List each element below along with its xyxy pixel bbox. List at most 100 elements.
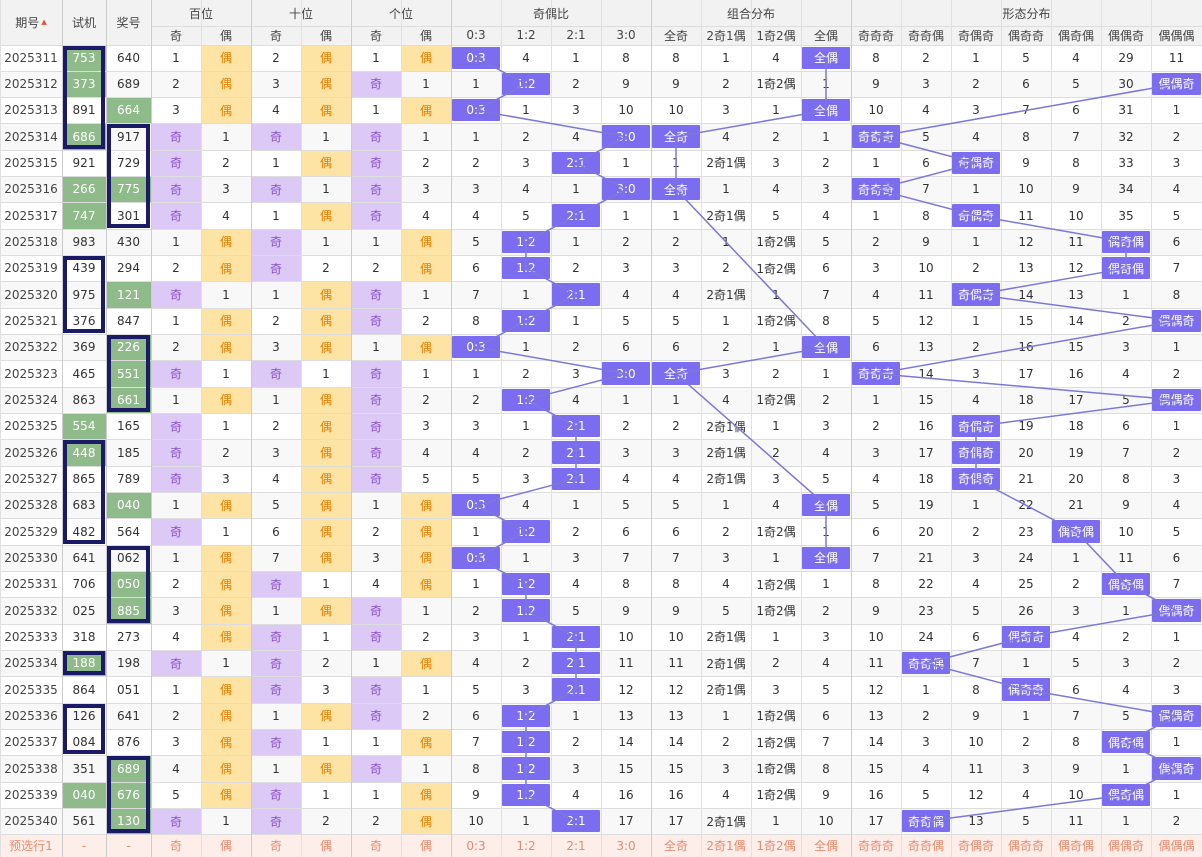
sub-header: 偶偶偶 <box>1151 26 1202 45</box>
hit-mark: 偶偶奇 <box>1152 72 1201 96</box>
data-cell: 6 <box>672 524 680 539</box>
data-cell: 奇 <box>251 623 301 651</box>
prize-number-cell: 664 <box>106 97 151 124</box>
data-cell: 2 <box>172 76 180 91</box>
data-cell: 13 <box>968 814 984 829</box>
data-cell: 偶 <box>401 518 451 545</box>
data-cell: 7 <box>1072 129 1080 144</box>
footer-label[interactable]: 预选行1 <box>0 834 62 857</box>
data-cell: 16 <box>618 787 634 802</box>
data-cell: 31 <box>1118 103 1134 118</box>
data-cell: 7 <box>1022 103 1030 118</box>
footer-option[interactable]: 奇偶奇 <box>951 834 1001 857</box>
footer-option[interactable]: 奇奇奇 <box>851 834 901 857</box>
period-cell: 2025327 <box>4 471 58 486</box>
footer-option[interactable]: 偶 <box>401 834 451 857</box>
data-cell: 1 <box>672 392 680 407</box>
data-cell: 4 <box>572 577 580 592</box>
footer-option[interactable]: 2奇1偶 <box>701 834 751 857</box>
data-cell: 8 <box>872 50 880 65</box>
data-cell: 1 <box>772 103 780 118</box>
data-cell: 5 <box>422 471 430 486</box>
footer-option[interactable]: 0:3 <box>451 834 501 857</box>
footer-option[interactable]: 偶奇奇 <box>1001 834 1051 857</box>
footer-option[interactable]: 全奇 <box>651 834 701 857</box>
data-cell: 1 <box>422 366 430 381</box>
test-number-cell: 351 <box>72 761 96 776</box>
prize-number-cell: 564 <box>117 524 140 539</box>
data-cell: 1 <box>522 340 530 355</box>
data-cell: 19 <box>918 498 934 513</box>
data-cell: 2奇1偶 <box>706 156 746 171</box>
footer-option[interactable]: 偶 <box>301 834 351 857</box>
sub-header: 偶奇奇 <box>1001 26 1051 45</box>
data-cell: 9 <box>1022 155 1030 170</box>
data-cell: 1 <box>822 129 830 144</box>
data-cell: 2 <box>522 129 530 144</box>
data-cell: 2 <box>472 392 480 407</box>
footer-option[interactable]: 全偶 <box>801 834 851 857</box>
footer-option[interactable]: 偶奇偶 <box>1051 834 1101 857</box>
sub-header: 偶偶奇 <box>1101 26 1151 45</box>
footer-option[interactable]: 1:2 <box>501 834 551 857</box>
data-cell: 偶 <box>401 97 451 124</box>
data-cell: 奇 <box>251 729 301 756</box>
data-cell: 4 <box>772 50 780 65</box>
data-cell: 1奇2偶 <box>756 235 796 250</box>
data-cell: 奇 <box>351 676 401 703</box>
data-cell: 3 <box>722 550 730 565</box>
data-cell: 15 <box>1068 340 1084 355</box>
data-cell: 1 <box>172 498 180 513</box>
data-cell: 14 <box>918 366 934 381</box>
data-cell: 12 <box>1068 261 1084 276</box>
footer-option[interactable]: 3:0 <box>601 834 651 857</box>
test-number-cell: 921 <box>72 155 96 170</box>
data-cell: 2 <box>222 155 230 170</box>
footer-option[interactable]: 1奇2偶 <box>751 834 801 857</box>
data-cell: 5 <box>622 498 630 513</box>
data-cell: 奇 <box>351 623 401 651</box>
footer-option[interactable]: 奇奇偶 <box>901 834 951 857</box>
data-cell: 1 <box>272 287 280 302</box>
footer-option[interactable]: 偶偶偶 <box>1151 834 1202 857</box>
data-cell: 9 <box>872 603 880 618</box>
data-cell: 7 <box>1172 577 1181 592</box>
footer-option[interactable]: 偶 <box>201 834 251 857</box>
data-cell: 1 <box>422 129 430 144</box>
data-cell: 1 <box>572 708 580 723</box>
data-cell: 偶 <box>401 808 451 835</box>
data-cell: 1 <box>322 629 330 644</box>
data-cell: 1 <box>872 155 880 170</box>
data-cell: 9 <box>672 76 680 91</box>
data-cell: 偶 <box>301 97 351 124</box>
period-cell: 2025326 <box>4 445 58 460</box>
hit-mark: 3:0 <box>602 362 650 385</box>
data-cell: 3 <box>872 261 880 276</box>
data-cell: 2奇1偶 <box>706 814 746 829</box>
test-number-cell: 706 <box>72 577 96 592</box>
data-cell: 1 <box>522 814 530 829</box>
data-cell: 7 <box>622 550 630 565</box>
footer-option[interactable]: 奇 <box>351 834 401 857</box>
data-cell: 23 <box>918 603 934 618</box>
sort-arrow-icon[interactable]: ▲ <box>41 18 47 27</box>
data-cell: 1 <box>822 366 830 381</box>
hit-mark: 奇奇偶 <box>902 652 950 675</box>
data-cell: 4 <box>672 287 680 302</box>
data-cell: 偶 <box>201 571 251 598</box>
data-cell: 18 <box>918 471 934 486</box>
data-cell: 奇 <box>251 255 301 282</box>
data-cell: 偶 <box>201 492 251 519</box>
footer-option[interactable]: 奇 <box>151 834 201 857</box>
data-cell: 9 <box>472 787 480 802</box>
footer-option[interactable]: 奇 <box>251 834 301 857</box>
period-header[interactable]: 期号 ▲ <box>0 0 62 45</box>
sub-header: 全偶 <box>801 26 851 45</box>
data-cell: 1 <box>172 313 180 328</box>
footer-option[interactable]: 偶偶奇 <box>1101 834 1151 857</box>
data-cell: 2 <box>322 814 330 829</box>
data-cell: 1 <box>372 498 380 513</box>
data-cell: 1 <box>522 550 530 565</box>
hit-mark: 2:1 <box>552 652 600 675</box>
footer-option[interactable]: 2:1 <box>551 834 601 857</box>
